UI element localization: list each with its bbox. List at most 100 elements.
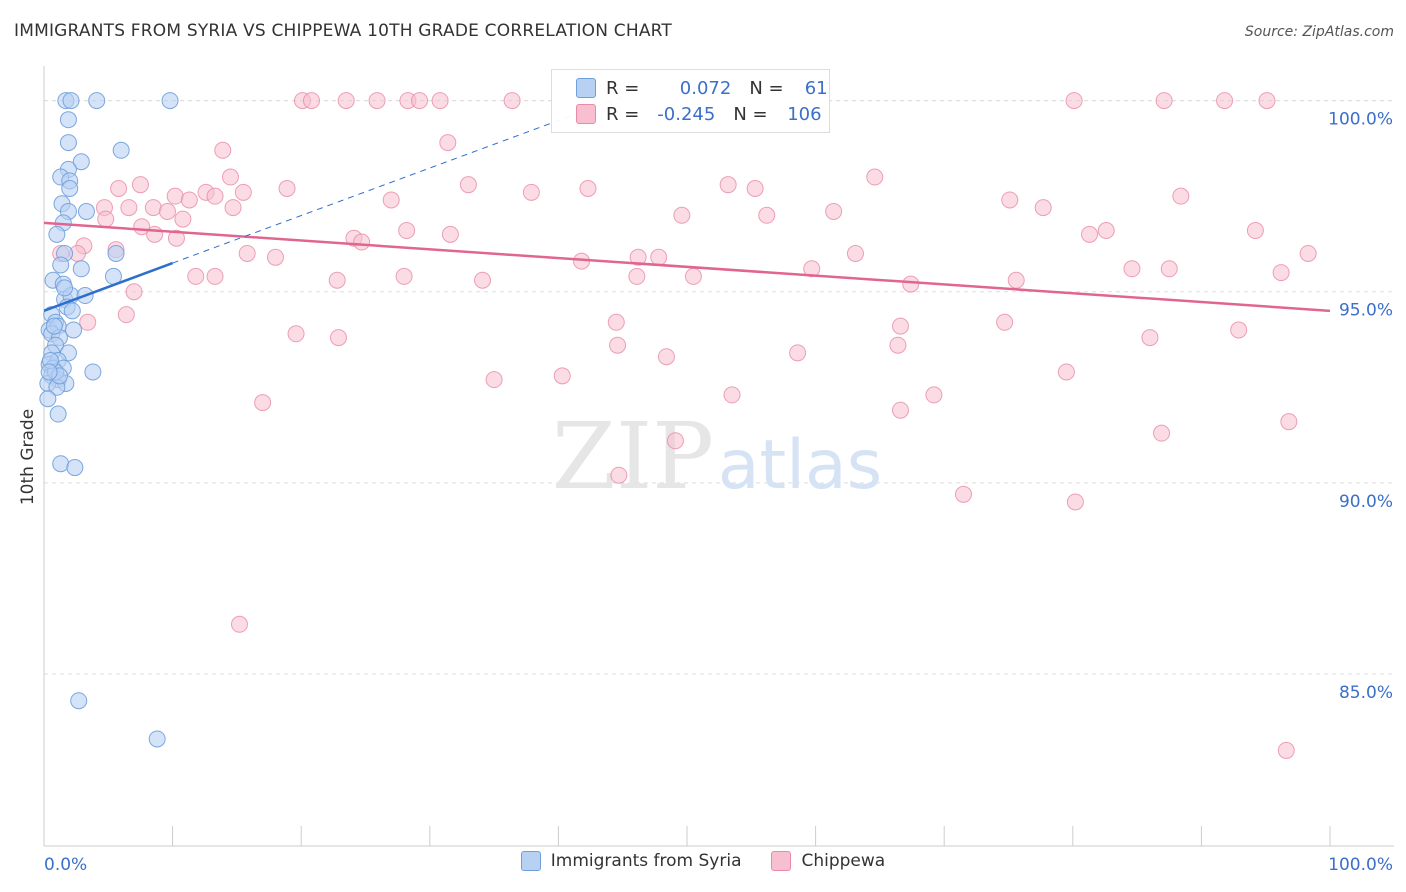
syria-point (65, 321, 83, 339)
chippewa-point (553, 367, 571, 385)
n-label: N = (749, 77, 784, 99)
chippewa-point (1160, 260, 1178, 278)
syria-point (161, 92, 179, 110)
chippewa-point (441, 225, 459, 243)
legend-swatch-chippewa (771, 851, 792, 871)
chippewa-point (328, 271, 346, 289)
chippewa-point (746, 180, 764, 198)
chippewa-point (180, 191, 198, 209)
chippewa-point (117, 306, 135, 324)
chippewa-point (382, 191, 400, 209)
legend-item-syria[interactable]: Immigrants from Syria (520, 851, 741, 871)
chippewa-point (673, 206, 691, 224)
chippewa-point (1277, 741, 1295, 759)
chippewa-point (166, 187, 184, 205)
legend-item-chippewa[interactable]: Chippewa (771, 851, 885, 871)
syria-point (62, 92, 80, 110)
syria-point (59, 134, 77, 152)
chippewa-point (1081, 225, 1099, 243)
chippewa-point (97, 210, 115, 228)
chippewa-point (825, 202, 843, 220)
chippewa-point (230, 615, 248, 633)
chippewa-point (120, 199, 138, 217)
watermark: ZIP atlas (552, 403, 882, 510)
r-label: R = (606, 77, 640, 99)
trend-lines (43, 96, 1331, 313)
bottom-legend: Immigrants from Syria Chippewa (0, 851, 1406, 871)
chippewa-point (1007, 271, 1025, 289)
chippewa-point (1065, 92, 1083, 110)
stats-row-chippewa: R = -0.245 N = 106 (576, 101, 822, 127)
chippewa-point (758, 206, 776, 224)
chippewa-point (607, 313, 625, 331)
axes (43, 66, 1394, 847)
syria-trend-extension (172, 96, 623, 264)
syria-swatch (576, 78, 596, 98)
tick-labels: 100.0% 95.0% 90.0% 85.0% 0.0% 100.0% (44, 110, 1393, 875)
chippewa-swatch (576, 104, 596, 124)
chippewa-point (1034, 199, 1052, 217)
chippewa-point (891, 317, 909, 335)
chippewa-r-value: -0.245 (657, 103, 716, 125)
syria-point (88, 92, 106, 110)
syria-point (72, 260, 90, 278)
chippewa-point (1258, 92, 1276, 110)
chippewa-point (459, 176, 477, 194)
x-tick-label: 100.0% (1328, 855, 1393, 875)
chippewa-point (1066, 493, 1084, 511)
chippewa-point (187, 267, 205, 285)
chippewa-point (287, 325, 305, 343)
syria-point (48, 225, 66, 243)
syria-point (59, 111, 77, 129)
watermark-zip: ZIP (552, 403, 714, 510)
chippewa-point (79, 313, 97, 331)
syria-point (63, 302, 81, 320)
chippewa-point (609, 336, 627, 354)
syria-point (70, 692, 88, 710)
syria-point (84, 363, 102, 381)
chippewa-point (610, 466, 628, 484)
chippewa-point (866, 168, 884, 186)
syria-point (148, 730, 166, 748)
chippewa-point (1216, 92, 1234, 110)
chippewa-point (234, 183, 252, 201)
chippewa-point (723, 386, 741, 404)
syria-point (52, 256, 70, 274)
chippewa-point (266, 248, 284, 266)
chippewa-point (158, 202, 176, 220)
syria-r-value: 0.072 (679, 77, 732, 99)
chippewa-point (1246, 222, 1264, 240)
chippewa-point (684, 267, 702, 285)
chippewa-point (522, 183, 540, 201)
chippewa-point (439, 134, 457, 152)
x-tick-label: 0.0% (44, 855, 87, 875)
chippewa-point (1097, 222, 1115, 240)
chart-title: IMMIGRANTS FROM SYRIA VS CHIPPEWA 10TH G… (14, 21, 673, 41)
chippewa-point (1272, 264, 1290, 282)
chippewa-point (803, 260, 821, 278)
syria-points (39, 92, 179, 748)
syria-point (66, 459, 84, 477)
y-tick-label: 90.0% (1339, 492, 1393, 512)
chippewa-point (146, 225, 164, 243)
syria-point (61, 180, 79, 198)
chippewa-point (657, 348, 675, 366)
chippewa-point (1001, 191, 1019, 209)
chippewa-point (628, 267, 646, 285)
chippewa-n-value: 106 (787, 103, 822, 125)
chippewa-point (1172, 187, 1190, 205)
syria-point (77, 202, 95, 220)
syria-trend-line (43, 261, 174, 312)
chippewa-point (398, 222, 416, 240)
chippewa-point (996, 313, 1014, 331)
y-tick-label: 85.0% (1339, 683, 1393, 703)
syria-point (52, 455, 70, 473)
chippewa-point (889, 336, 907, 354)
chippewa-point (1057, 363, 1075, 381)
r-label: R = (606, 103, 640, 125)
chippewa-point (1141, 329, 1159, 347)
syria-point (39, 390, 57, 408)
chippewa-point (174, 210, 192, 228)
chippewa-point (891, 401, 909, 419)
